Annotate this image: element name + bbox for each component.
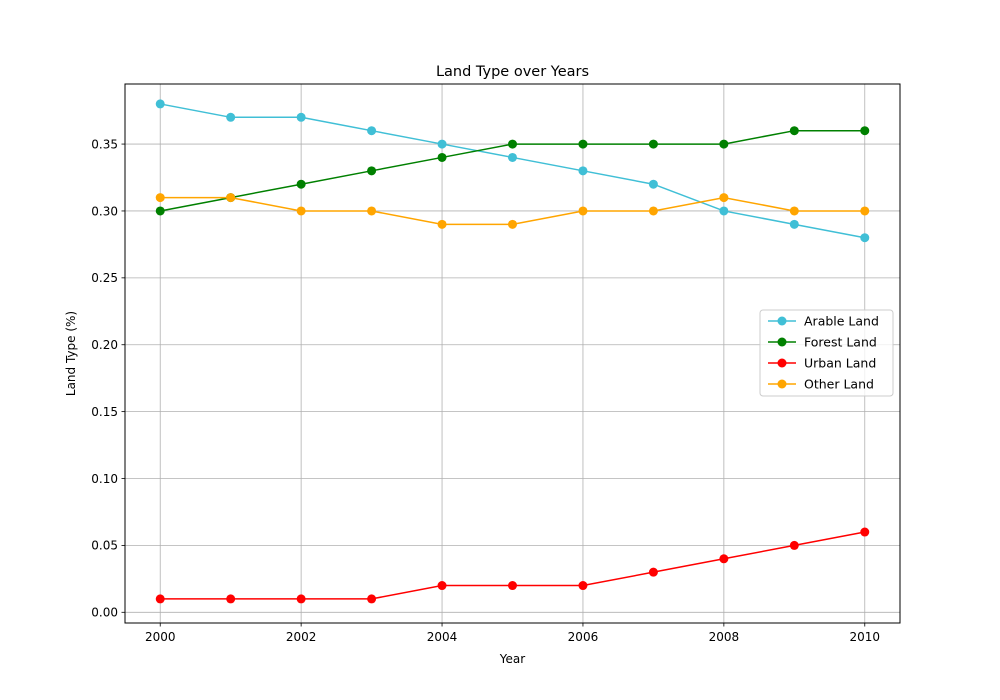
data-point-other-land	[155, 193, 165, 203]
data-point-arable-land	[437, 139, 447, 149]
data-point-forest-land	[296, 179, 306, 189]
x-tick-label: 2004	[427, 630, 458, 644]
axis-ticks: 2000 2002 2004 2006 2008 2010 0.00 0.05 0.10 0.15…	[91, 137, 880, 644]
y-tick-label: 0.15	[91, 405, 118, 419]
y-axis-label: Land Type (%)	[64, 311, 78, 396]
data-point-arable-land	[860, 233, 870, 243]
data-point-forest-land	[578, 139, 588, 149]
data-point-arable-land	[789, 219, 799, 229]
legend-marker	[777, 316, 787, 326]
data-point-other-land	[719, 193, 729, 203]
legend-marker	[777, 379, 787, 389]
legend-label: Arable Land	[804, 314, 879, 329]
data-point-forest-land	[789, 126, 799, 136]
data-point-forest-land	[367, 166, 377, 176]
y-tick-label: 0.10	[91, 472, 118, 486]
data-point-other-land	[789, 206, 799, 216]
data-point-other-land	[437, 219, 447, 229]
series-group	[155, 99, 870, 604]
legend-marker	[777, 337, 787, 347]
data-point-urban-land	[578, 581, 588, 591]
x-tick-label: 2002	[286, 630, 317, 644]
data-point-arable-land	[226, 112, 236, 122]
data-point-urban-land	[296, 594, 306, 604]
y-tick-label: 0.35	[91, 137, 118, 151]
data-point-arable-land	[155, 99, 165, 109]
data-point-other-land	[648, 206, 658, 216]
y-tick-label: 0.05	[91, 539, 118, 553]
data-point-forest-land	[719, 139, 729, 149]
legend: Arable Land Forest Land Urban Land Other La…	[759, 309, 894, 397]
legend-label: Urban Land	[804, 356, 876, 371]
data-point-arable-land	[719, 206, 729, 216]
legend-box	[759, 309, 894, 397]
x-tick-label: 2008	[709, 630, 740, 644]
x-axis-label: Year	[499, 652, 525, 666]
data-point-arable-land	[648, 179, 658, 189]
data-point-urban-land	[648, 567, 658, 577]
data-point-urban-land	[719, 554, 729, 564]
y-tick-label: 0.20	[91, 338, 118, 352]
data-point-urban-land	[508, 581, 517, 591]
chart-title: Land Type over Years	[436, 64, 589, 80]
y-tick-label: 0.25	[91, 271, 118, 285]
legend-marker	[777, 358, 787, 368]
data-point-forest-land	[860, 126, 870, 136]
data-point-urban-land	[437, 581, 447, 591]
data-point-arable-land	[296, 112, 306, 122]
data-point-urban-land	[226, 594, 236, 604]
data-point-urban-land	[155, 594, 165, 604]
data-point-other-land	[508, 219, 517, 229]
data-point-other-land	[226, 193, 236, 203]
data-point-urban-land	[860, 527, 870, 537]
plot-area-frame	[124, 83, 901, 624]
x-tick-label: 2006	[568, 630, 599, 644]
data-point-other-land	[860, 206, 870, 216]
legend-label: Forest Land	[804, 335, 877, 350]
data-point-forest-land	[437, 152, 447, 162]
data-point-arable-land	[367, 126, 377, 136]
data-point-urban-land	[789, 540, 799, 550]
data-point-arable-land	[508, 152, 517, 162]
y-tick-label: 0.00	[91, 606, 118, 620]
data-point-forest-land	[648, 139, 658, 149]
x-tick-label: 2000	[145, 630, 176, 644]
legend-label: Other Land	[804, 377, 874, 392]
x-tick-label: 2010	[849, 630, 880, 644]
data-point-forest-land	[155, 206, 165, 216]
data-point-arable-land	[578, 166, 588, 176]
data-point-forest-land	[508, 139, 517, 149]
data-point-other-land	[296, 206, 306, 216]
data-point-other-land	[578, 206, 588, 216]
y-tick-label: 0.30	[91, 204, 118, 218]
data-point-other-land	[367, 206, 377, 216]
data-point-urban-land	[367, 594, 377, 604]
